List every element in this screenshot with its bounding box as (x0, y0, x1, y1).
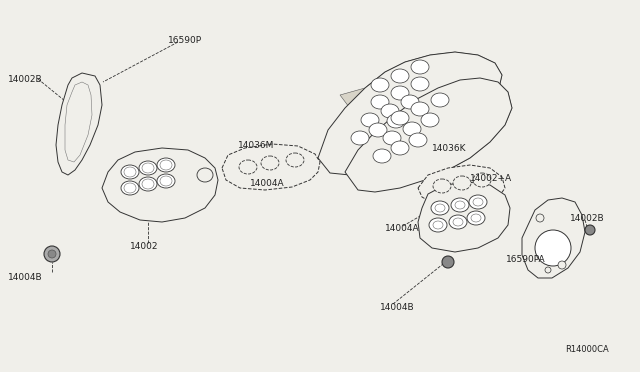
Text: 16590P: 16590P (168, 35, 202, 45)
Ellipse shape (142, 179, 154, 189)
Ellipse shape (48, 250, 56, 258)
Text: R14000CA: R14000CA (565, 346, 609, 355)
Ellipse shape (160, 176, 172, 186)
Polygon shape (65, 82, 92, 162)
Text: 14002: 14002 (130, 241, 159, 250)
Ellipse shape (391, 141, 409, 155)
Text: 14004A: 14004A (385, 224, 420, 232)
Text: 14036K: 14036K (432, 144, 467, 153)
Ellipse shape (239, 160, 257, 174)
Ellipse shape (369, 123, 387, 137)
Ellipse shape (391, 86, 409, 100)
Text: 14002+A: 14002+A (470, 173, 512, 183)
Polygon shape (222, 144, 320, 190)
Ellipse shape (381, 104, 399, 118)
Ellipse shape (585, 225, 595, 235)
Ellipse shape (429, 218, 447, 232)
Ellipse shape (431, 93, 449, 107)
Ellipse shape (371, 95, 389, 109)
Ellipse shape (409, 133, 427, 147)
Ellipse shape (261, 156, 279, 170)
Ellipse shape (124, 183, 136, 193)
Ellipse shape (558, 261, 566, 269)
Polygon shape (368, 78, 512, 170)
Text: 14036M: 14036M (238, 141, 275, 150)
Ellipse shape (453, 218, 463, 226)
Ellipse shape (401, 95, 419, 109)
Polygon shape (418, 165, 505, 208)
Ellipse shape (383, 131, 401, 145)
Ellipse shape (473, 198, 483, 206)
Ellipse shape (411, 77, 429, 91)
Ellipse shape (433, 179, 451, 193)
Ellipse shape (411, 60, 429, 74)
Ellipse shape (431, 201, 449, 215)
Text: 16590PA: 16590PA (506, 256, 546, 264)
Ellipse shape (536, 214, 544, 222)
Ellipse shape (391, 111, 409, 125)
Ellipse shape (373, 149, 391, 163)
Polygon shape (418, 182, 510, 252)
Ellipse shape (142, 163, 154, 173)
Polygon shape (345, 78, 512, 192)
Ellipse shape (471, 214, 481, 222)
Ellipse shape (469, 195, 487, 209)
Ellipse shape (455, 201, 465, 209)
Ellipse shape (421, 113, 439, 127)
Ellipse shape (160, 160, 172, 170)
Ellipse shape (371, 78, 389, 92)
Ellipse shape (361, 113, 379, 127)
Ellipse shape (449, 215, 467, 229)
Ellipse shape (473, 173, 491, 187)
Text: 14004B: 14004B (8, 273, 43, 282)
Ellipse shape (535, 230, 571, 266)
Polygon shape (318, 52, 502, 175)
Ellipse shape (197, 168, 213, 182)
Polygon shape (522, 198, 585, 278)
Ellipse shape (467, 211, 485, 225)
Text: 14004B: 14004B (380, 304, 415, 312)
Ellipse shape (139, 177, 157, 191)
Ellipse shape (451, 198, 469, 212)
Ellipse shape (351, 131, 369, 145)
Ellipse shape (442, 256, 454, 268)
Ellipse shape (157, 174, 175, 188)
Ellipse shape (391, 69, 409, 83)
Ellipse shape (435, 204, 445, 212)
Ellipse shape (124, 167, 136, 177)
Text: 14002B: 14002B (570, 214, 605, 222)
Polygon shape (102, 148, 218, 222)
Polygon shape (56, 73, 102, 175)
Ellipse shape (121, 165, 139, 179)
Ellipse shape (411, 102, 429, 116)
Ellipse shape (387, 114, 405, 128)
Polygon shape (340, 52, 502, 152)
Ellipse shape (433, 221, 443, 229)
Ellipse shape (157, 158, 175, 172)
Ellipse shape (545, 267, 551, 273)
Ellipse shape (139, 161, 157, 175)
Ellipse shape (286, 153, 304, 167)
Text: 14004A: 14004A (250, 179, 285, 187)
Text: 14002B: 14002B (8, 74, 43, 83)
Ellipse shape (44, 246, 60, 262)
Ellipse shape (121, 181, 139, 195)
Ellipse shape (403, 122, 421, 136)
Ellipse shape (453, 176, 471, 190)
